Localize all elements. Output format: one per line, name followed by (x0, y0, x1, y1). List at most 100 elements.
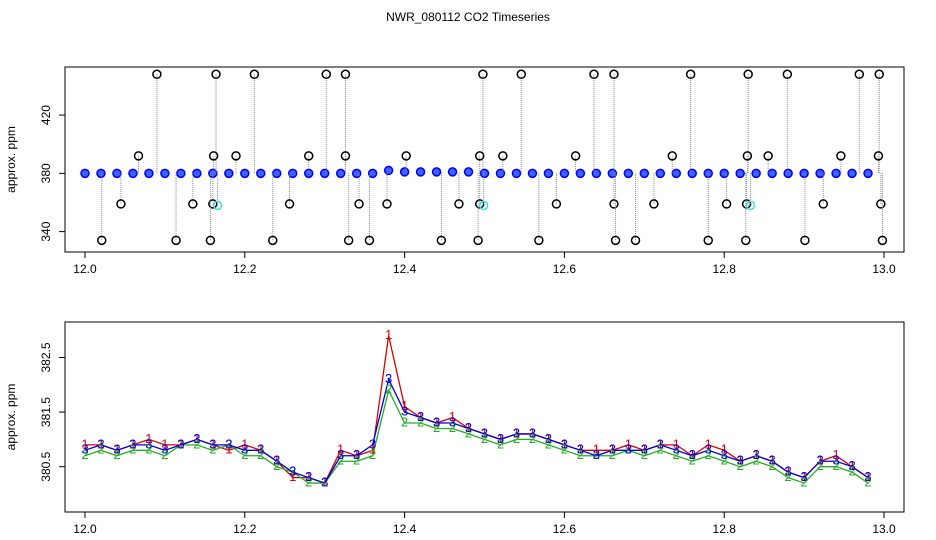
x-tick-label: 13.0 (872, 262, 896, 276)
point (799, 168, 809, 179)
x-tick-label: 12.0 (73, 522, 97, 536)
point (751, 168, 761, 179)
point-marker: 3 (657, 436, 664, 451)
point-marker: 3 (257, 442, 264, 457)
point (188, 199, 198, 209)
point-marker: 1 (145, 431, 152, 446)
point-marker: 3 (513, 425, 520, 440)
point-marker: 3 (737, 453, 744, 468)
point-marker: 1 (801, 469, 808, 484)
point (570, 151, 581, 161)
point-marker: 3 (129, 436, 136, 451)
point (171, 235, 181, 246)
point (863, 168, 873, 179)
point (498, 151, 508, 161)
point (667, 151, 678, 161)
point-marker: 2 (801, 475, 808, 490)
point-marker: 3 (785, 464, 792, 479)
point-marker: 2 (816, 458, 823, 473)
point-marker: 1 (369, 442, 376, 457)
point-marker: 1 (113, 442, 120, 457)
point-marker: 2 (769, 458, 776, 473)
point-marker: 1 (337, 442, 344, 457)
point-marker: 1 (816, 453, 823, 468)
point (240, 168, 250, 179)
point-marker: 1 (561, 436, 568, 451)
point (591, 168, 602, 179)
point (335, 168, 346, 179)
point-marker: 3 (289, 464, 296, 479)
point (383, 165, 394, 176)
point-marker: 3 (369, 436, 376, 451)
point-marker: 2 (369, 447, 376, 462)
x-tick-label: 12.2 (233, 522, 257, 536)
point-marker: 3 (497, 431, 504, 446)
y-tick-label: 380.5 (39, 451, 53, 481)
point-marker: 3 (529, 425, 536, 440)
point-marker: 1 (401, 398, 408, 413)
point (303, 168, 314, 179)
point (495, 168, 506, 179)
point (340, 69, 351, 80)
point (609, 69, 619, 80)
point-marker: 2 (257, 447, 264, 462)
point-marker: 1 (273, 453, 280, 468)
point (511, 168, 522, 179)
point-marker: 2 (129, 442, 136, 457)
y-tick-label: 420 (39, 105, 53, 125)
point (610, 235, 621, 246)
point-marker: 1 (721, 442, 728, 457)
y-tick-label: 381.5 (39, 397, 53, 427)
point-marker: 3 (816, 453, 823, 468)
point (671, 168, 682, 179)
point (479, 168, 490, 179)
point-marker: 2 (753, 453, 760, 468)
point-marker: 3 (321, 475, 328, 490)
point-marker: 1 (529, 425, 536, 440)
point-marker: 2 (145, 442, 152, 457)
point-marker: 1 (513, 425, 520, 440)
point (767, 168, 777, 179)
point (340, 151, 351, 161)
point-marker: 1 (129, 436, 136, 451)
point (735, 168, 745, 179)
point (284, 199, 295, 209)
point (474, 151, 485, 161)
point-marker: 2 (337, 453, 344, 468)
point-marker: 1 (785, 464, 792, 479)
point (818, 199, 829, 209)
point-marker: 3 (705, 442, 712, 457)
point-marker: 2 (577, 447, 584, 462)
point (516, 69, 527, 80)
point-marker: 2 (193, 436, 200, 451)
point-marker: 1 (161, 436, 168, 451)
point (800, 235, 810, 246)
point (831, 168, 841, 179)
point (463, 167, 474, 177)
point-marker: 2 (417, 414, 424, 429)
point-marker: 3 (577, 442, 584, 457)
x-tick-label: 12.8 (713, 522, 737, 536)
point-marker: 1 (465, 420, 472, 435)
point-marker: 3 (209, 436, 216, 451)
point (160, 168, 170, 179)
point-marker: 3 (241, 442, 248, 457)
point-marker: 3 (177, 436, 184, 451)
point (575, 168, 586, 179)
point-marker: 3 (609, 442, 616, 457)
point (873, 151, 884, 161)
point-marker: 1 (481, 425, 488, 440)
x-tick-label: 12.0 (73, 262, 97, 276)
point (319, 168, 330, 179)
point-marker: 3 (753, 447, 760, 462)
point-marker: 2 (81, 447, 88, 462)
point-marker: 3 (353, 447, 360, 462)
point-marker: 2 (689, 453, 696, 468)
point (589, 69, 599, 80)
point-marker: 3 (385, 371, 392, 386)
plot-frame (64, 66, 905, 253)
point (128, 168, 138, 179)
point-marker: 2 (705, 447, 712, 462)
point (96, 168, 106, 179)
x-tick-label: 12.4 (393, 522, 417, 536)
